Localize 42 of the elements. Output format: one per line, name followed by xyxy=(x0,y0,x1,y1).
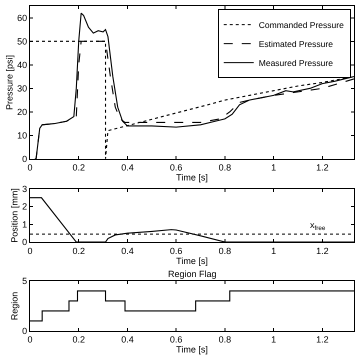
x-tick-label: 1 xyxy=(271,162,276,173)
y-tick-label: 2 xyxy=(22,202,28,212)
x-tick-label: 1 xyxy=(271,334,276,345)
y-tick-label: 10 xyxy=(17,130,28,141)
x-tick-label: 1 xyxy=(271,246,276,256)
x-tick-label: 0.6 xyxy=(170,334,182,345)
x-tick-label: 0.8 xyxy=(218,246,232,256)
x-tick-label: 0.6 xyxy=(170,246,182,256)
y-tick-label: 40 xyxy=(17,60,28,70)
x-tick-label: 0.4 xyxy=(121,246,134,256)
y-tick-label: 0 xyxy=(22,326,28,336)
x-tick-label: 0.2 xyxy=(72,162,85,173)
y-tick-label: 0 xyxy=(22,237,28,248)
x-axis-title: Time [s] xyxy=(176,344,208,355)
x-tick-label: 0.4 xyxy=(121,334,134,345)
y-tick-label: 60 xyxy=(17,12,28,23)
y-axis-title: Pressure [psi] xyxy=(4,54,15,110)
y-axis-title: Region xyxy=(10,292,20,320)
x-tick-label: 1.2 xyxy=(316,162,329,173)
legend-label: Estimated Pressure xyxy=(258,38,334,49)
y-tick-label: 20 xyxy=(17,107,28,117)
y-tick-label: 1 xyxy=(22,219,28,230)
y-tick-label: 0 xyxy=(22,154,28,164)
ref-line-label: x$_{free}$ xyxy=(310,220,326,232)
chart-title: Region Flag xyxy=(168,269,217,279)
x-tick-label: 1.2 xyxy=(316,334,329,345)
x-tick-label: 1.2 xyxy=(316,246,329,256)
x-tick-label: 0.4 xyxy=(121,162,134,173)
y-tick-label: 50 xyxy=(17,36,28,46)
y-tick-label: 30 xyxy=(17,83,28,94)
y-tick-label: 3 xyxy=(22,184,28,194)
x-tick-label: 0.8 xyxy=(218,334,232,345)
x-axis-title: Time [s] xyxy=(176,256,208,266)
y-tick-label: 5 xyxy=(22,276,28,286)
x-tick-label: 0.8 xyxy=(218,162,232,173)
y-axis-title: Position [mm] xyxy=(10,188,20,243)
x-tick-label: 0.2 xyxy=(72,246,85,256)
legend-label: Measured Pressure xyxy=(258,58,334,68)
legend-label: Commanded Pressure xyxy=(258,20,344,30)
x-axis-title: Time [s] xyxy=(176,172,208,183)
x-tick-label: 0.2 xyxy=(72,334,85,345)
x-tick-label: 0.6 xyxy=(170,162,182,173)
